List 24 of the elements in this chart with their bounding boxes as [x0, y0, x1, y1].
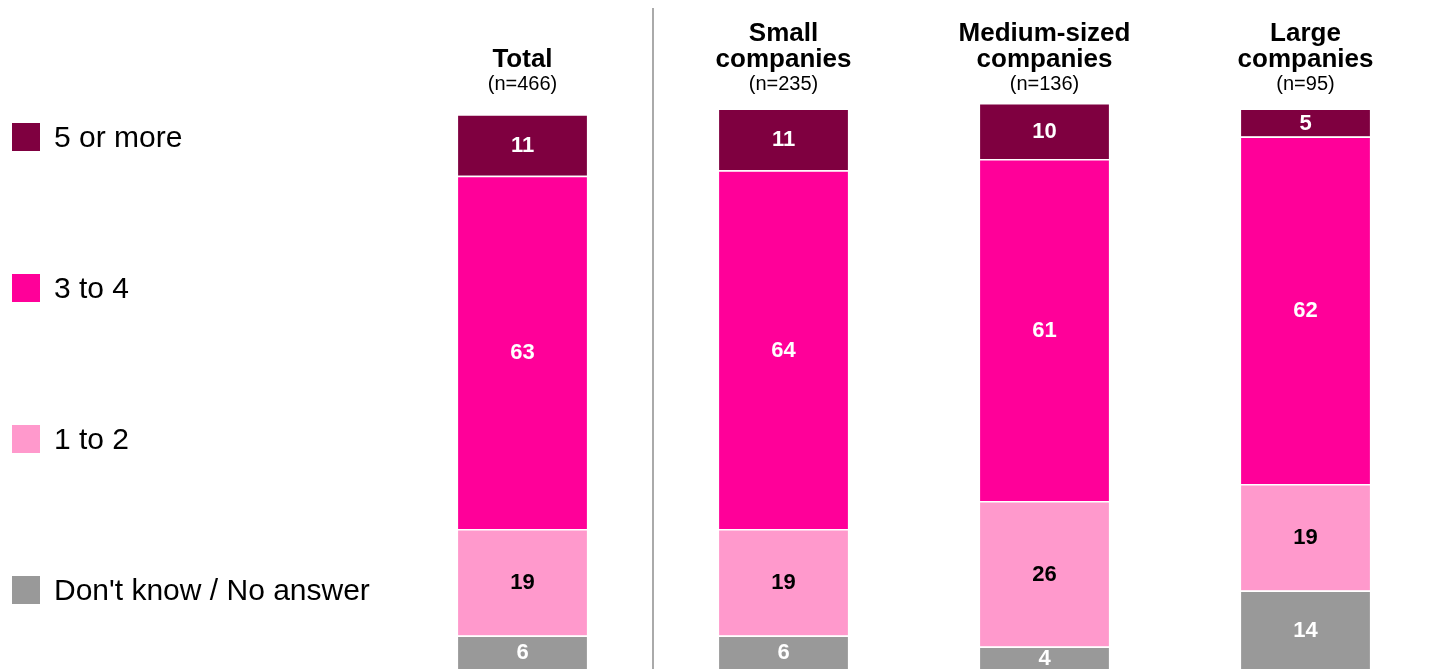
data-label: 62 — [1293, 297, 1318, 323]
data-label: 19 — [510, 569, 535, 595]
data-label: 19 — [1293, 524, 1318, 550]
data-label: 11 — [771, 126, 796, 152]
data-label: 10 — [1032, 118, 1057, 144]
data-label: 4 — [1038, 644, 1052, 669]
data-label: 19 — [771, 569, 796, 595]
legend-label: 1 to 2 — [54, 422, 130, 456]
data-label: 26 — [1032, 560, 1057, 586]
data-label: 63 — [510, 339, 535, 365]
legend-label: 5 or more — [54, 120, 183, 154]
data-label: 14 — [1293, 616, 1319, 642]
x-tick-label: Total (n=466) — [487, 43, 558, 94]
data-label: 6 — [516, 639, 529, 665]
data-label: 61 — [1032, 317, 1057, 343]
x-tick-label: Small companies (n=235) — [715, 17, 852, 94]
data-label: 64 — [771, 336, 797, 362]
x-tick-label: Medium-sized companies (n=136) — [958, 17, 1131, 94]
legend-label: 3 to 4 — [54, 271, 130, 305]
legend-label: Don't know / No answer — [54, 573, 370, 607]
data-label: 11 — [510, 132, 535, 158]
data-label: 6 — [777, 639, 790, 665]
data-label: 5 — [1299, 109, 1312, 135]
x-tick-label: Large companies (n=95) — [1237, 17, 1374, 94]
